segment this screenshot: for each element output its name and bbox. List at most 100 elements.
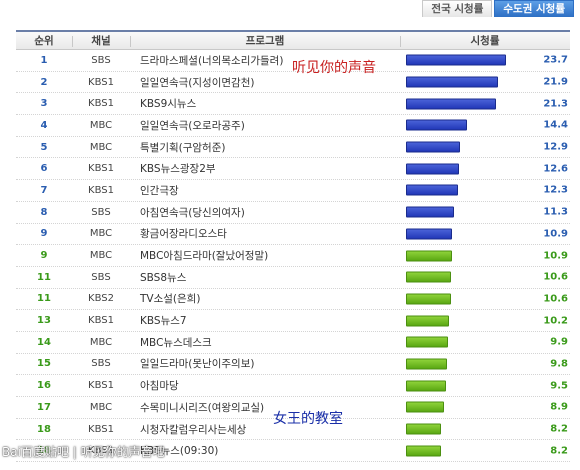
table-row: 14 MBC MBC뉴스데스크 9.9: [16, 332, 570, 354]
program-link[interactable]: SBS8뉴스: [140, 271, 187, 284]
rating-value: 8.2: [550, 423, 568, 435]
program-link[interactable]: TV소설(은희): [140, 293, 201, 306]
rating-bar: [406, 358, 447, 370]
rank-cell: 9: [40, 228, 48, 240]
table-row: 16 KBS1 아침마당 9.5: [16, 375, 570, 397]
channel-cell: KBS1: [88, 315, 114, 327]
rating-value: 14.4: [543, 119, 568, 131]
table-row: 6 KBS1 KBS뉴스광장2부 12.6: [16, 158, 570, 181]
rank-cell: 5: [40, 141, 48, 153]
rating-bar: [406, 336, 448, 348]
table-row: 4 MBC 일일연속극(오로라공주) 14.4: [16, 115, 570, 137]
table-row: 9 MBC MBC아침드라마(잘났어정말) 10.9: [16, 245, 570, 267]
channel-cell: KBS1: [88, 163, 114, 175]
rating-bar: [406, 271, 451, 283]
channel-cell: MBC: [89, 141, 113, 153]
rating-bar: [406, 401, 444, 413]
rating-value: 12.9: [543, 141, 568, 153]
rating-bar: [406, 54, 506, 66]
rank-cell: 4: [40, 119, 48, 131]
rating-bar: [406, 315, 449, 327]
table-row: 2 KBS1 일일연속극(지성이면감천) 21.9: [16, 72, 570, 94]
rank-cell: 3: [40, 98, 48, 110]
rating-value: 21.9: [543, 76, 568, 88]
program-link[interactable]: 특별기획(구암허준): [140, 141, 226, 154]
rank-cell: 11: [37, 271, 51, 283]
rating-value: 23.7: [543, 54, 568, 66]
channel-cell: KBS1: [88, 98, 114, 110]
rank-cell: 6: [40, 163, 48, 175]
annotation-blue: 女王的教室: [273, 411, 343, 427]
rating-value: 10.6: [543, 293, 568, 305]
rank-cell: 18: [37, 423, 51, 435]
program-link[interactable]: MBC아침드라마(잘났어정말): [140, 250, 269, 263]
channel-cell: MBC: [89, 401, 113, 413]
rank-cell: 17: [37, 401, 51, 413]
program-link[interactable]: MBC뉴스데스크: [140, 336, 212, 349]
table-row: 18 KBS1 시청자칼럼우리사는세상 8.2: [16, 419, 570, 441]
rank-cell: 15: [37, 358, 51, 370]
rank-cell: 14: [37, 336, 51, 348]
table-body: 1 SBS 드라마스페셜(너의목소리가들려) 23.7 2 KBS1 일일연속극(지성이면감…: [16, 50, 570, 463]
table-row: 17 MBC 수목미니시리즈(여왕의교실) 8.9: [16, 397, 570, 419]
rating-bar: [406, 184, 458, 196]
channel-cell: SBS: [91, 358, 111, 370]
rating-bar: [406, 98, 496, 110]
rating-value: 10.9: [543, 250, 568, 262]
program-link[interactable]: KBS뉴스(09:30): [140, 445, 219, 458]
table-row: 15 SBS 일일드라마(못난이주의보) 9.8: [16, 354, 570, 376]
channel-cell: KBS2: [88, 293, 114, 305]
program-link[interactable]: 일일연속극(오로라공주): [140, 119, 245, 132]
header-channel: 채널: [72, 32, 130, 49]
rating-bar: [406, 293, 451, 305]
table-row: 18 KBS1 KBS뉴스(09:30) 8.2: [16, 440, 570, 463]
rating-bar: [406, 380, 446, 392]
rating-value: 11.3: [543, 206, 568, 218]
rating-value: 12.3: [543, 184, 568, 196]
rank-cell: 7: [40, 184, 48, 196]
table-row: 11 KBS2 TV소설(은희) 10.6: [16, 289, 570, 311]
rank-cell: 18: [37, 445, 51, 457]
program-link[interactable]: 수목미니시리즈(여왕의교실): [140, 401, 265, 414]
table-row: 5 MBC 특별기획(구암허준) 12.9: [16, 137, 570, 159]
rating-bar: [406, 206, 454, 218]
table-row: 13 KBS1 KBS뉴스7 10.2: [16, 310, 570, 332]
channel-cell: MBC: [89, 250, 113, 262]
program-link[interactable]: KBS뉴스7: [140, 315, 187, 328]
watermark: Bai百度贴吧 | 听见你的声音吧: [2, 445, 165, 459]
channel-cell: SBS: [91, 271, 111, 283]
program-link[interactable]: 인간극장: [140, 184, 179, 197]
header-rank: 순위: [34, 35, 54, 47]
program-link[interactable]: 황금어장라디오스타: [140, 228, 227, 241]
rank-cell: 16: [37, 380, 51, 392]
rating-bar: [406, 163, 459, 175]
rating-value: 10.2: [543, 315, 568, 327]
channel-cell: MBC: [89, 228, 113, 240]
rating-bar: [406, 119, 467, 131]
program-link[interactable]: 아침마당: [140, 380, 179, 393]
rank-cell: 9: [40, 250, 48, 262]
ratings-table: 순위 채널 프로그램 시청률 1 SBS 드라마스페셜(너의목소리가들려) 23.7 2…: [16, 30, 570, 463]
rating-value: 8.9: [550, 401, 568, 413]
rating-bar: [406, 250, 452, 262]
rank-cell: 2: [40, 76, 48, 88]
channel-cell: KBS1: [88, 184, 114, 196]
rating-value: 10.9: [543, 228, 568, 240]
program-link[interactable]: 아침연속극(당신의여자): [140, 206, 245, 219]
program-link[interactable]: 일일연속극(지성이면감천): [140, 76, 255, 89]
channel-cell: MBC: [89, 119, 113, 131]
channel-cell: KBS1: [88, 76, 114, 88]
rating-value: 21.3: [543, 98, 568, 110]
table-row: 9 MBC 황금어장라디오스타 10.9: [16, 224, 570, 246]
program-link[interactable]: 드라마스페셜(너의목소리가들려): [140, 54, 284, 67]
program-link[interactable]: KBS뉴스광장2부: [140, 163, 216, 176]
program-link[interactable]: 일일드라마(못난이주의보): [140, 358, 255, 371]
program-link[interactable]: KBS9시뉴스: [140, 98, 197, 111]
tab-capital-area-rating[interactable]: 수도권 시청률: [494, 0, 574, 17]
tab-national-rating[interactable]: 전국 시청률: [422, 0, 493, 17]
rating-value: 8.2: [550, 445, 568, 457]
rating-bar: [406, 76, 498, 88]
channel-cell: KBS1: [88, 423, 114, 435]
rating-value: 12.6: [543, 163, 568, 175]
program-link[interactable]: 시청자칼럼우리사는세상: [140, 423, 247, 436]
